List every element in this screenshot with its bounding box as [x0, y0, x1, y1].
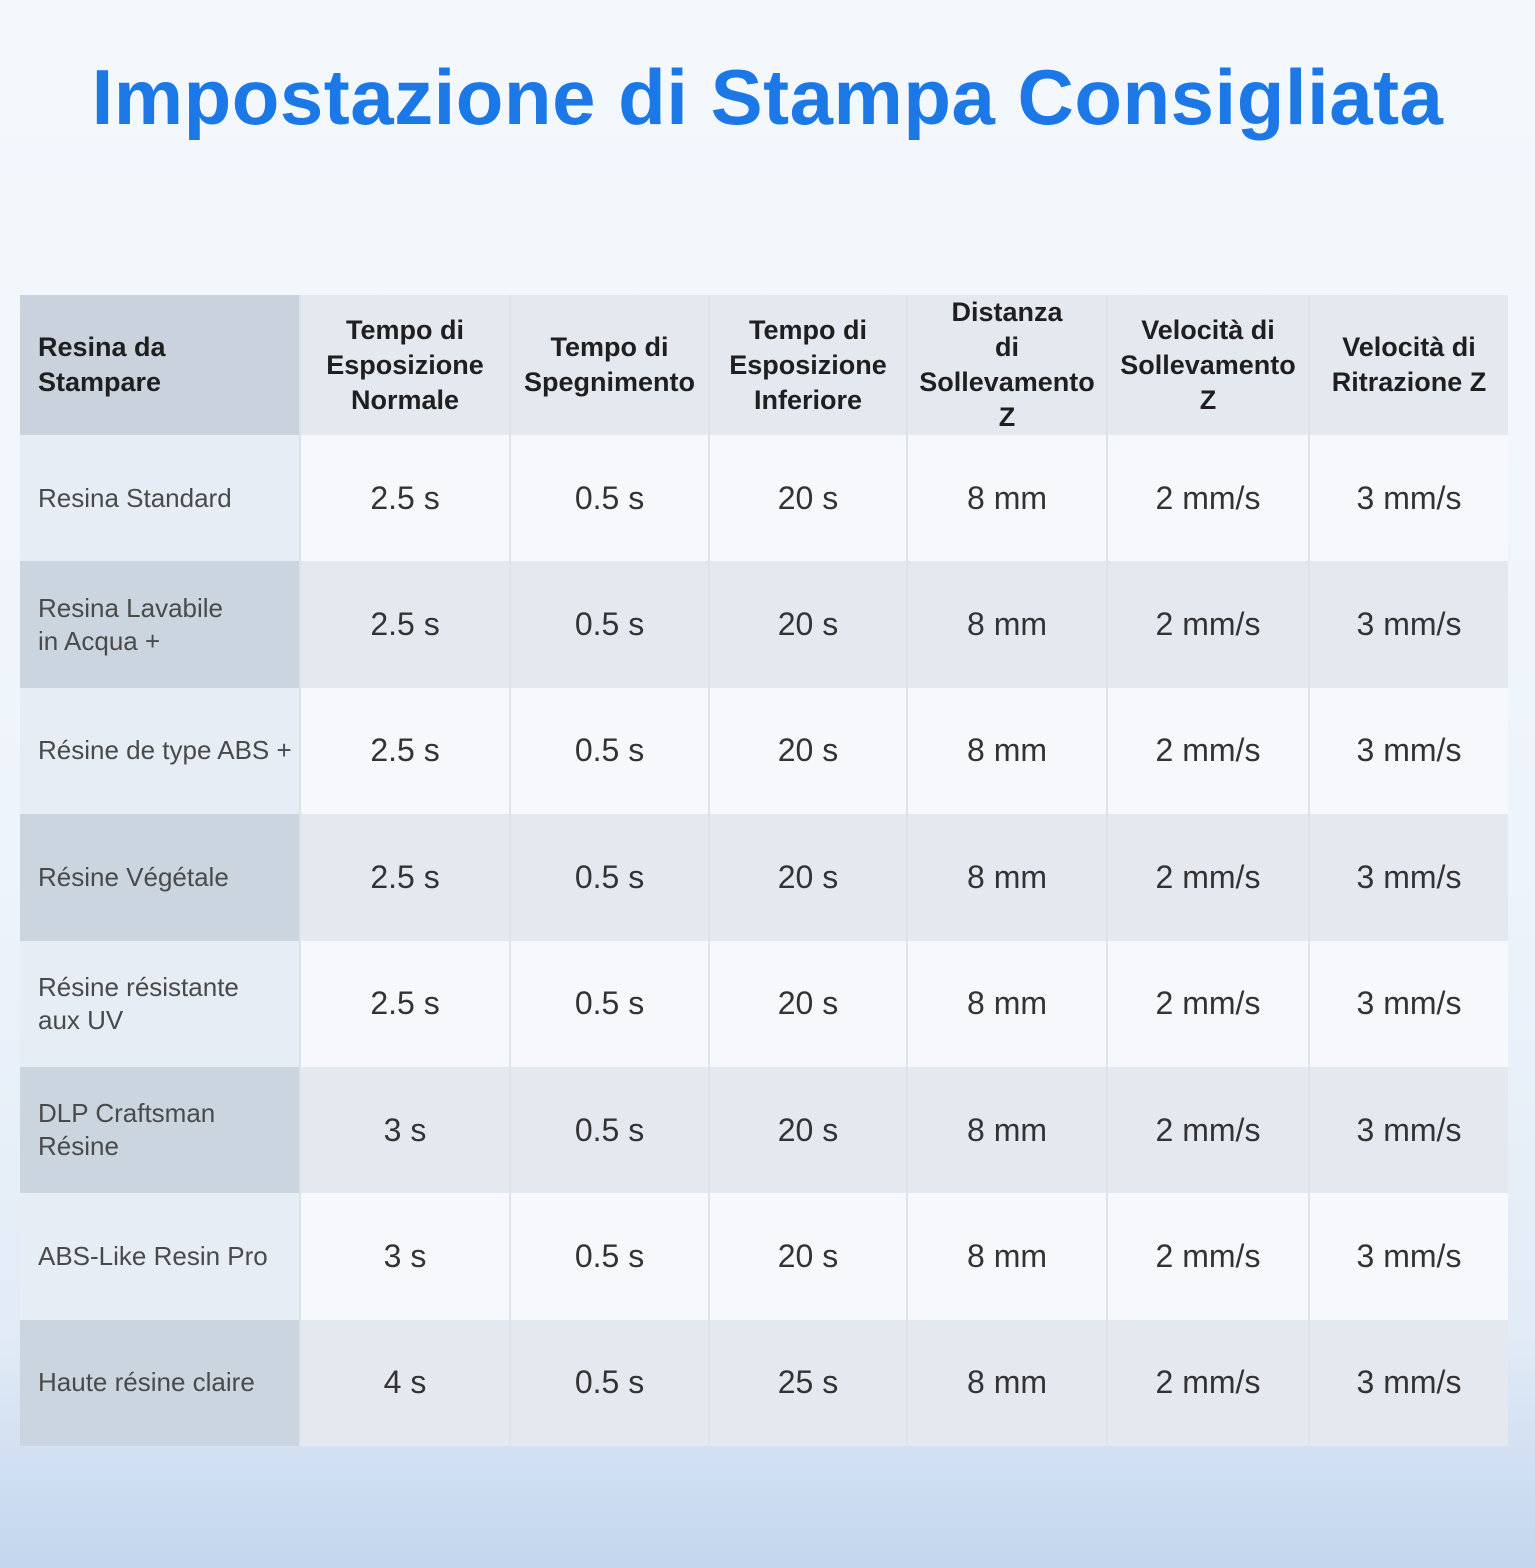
cell: 3 s [299, 1066, 510, 1194]
row-label: Resina Standard [20, 435, 300, 562]
cell: 4 s [299, 1319, 510, 1447]
header-cell: Tempo di Esposizione Normale [299, 295, 510, 435]
cell: 3 mm/s [1308, 1193, 1508, 1320]
cell: 2.5 s [299, 814, 510, 941]
cell: 20 s [708, 435, 907, 562]
cell: 2.5 s [299, 687, 510, 815]
cell: 0.5 s [509, 1066, 709, 1194]
cell: 3 mm/s [1308, 1319, 1508, 1447]
cell: 8 mm [906, 1193, 1107, 1320]
cell: 2 mm/s [1106, 435, 1309, 562]
cell: 20 s [708, 814, 907, 941]
cell: 3 mm/s [1308, 435, 1508, 562]
header-cell: Velocità di Sollevamento Z [1106, 295, 1309, 435]
row-label: Haute résine claire [20, 1319, 300, 1447]
cell: 8 mm [906, 1066, 1107, 1194]
cell: 2 mm/s [1106, 687, 1309, 815]
cell: 8 mm [906, 435, 1107, 562]
cell: 2 mm/s [1106, 1319, 1309, 1447]
header-cell: Resina da Stampare [20, 295, 300, 435]
row-label: Résine Végétale [20, 814, 300, 941]
table-row: Resina Lavabile in Acqua +2.5 s 0.5 s 20 s… [20, 561, 1508, 688]
cell: 0.5 s [509, 1193, 709, 1320]
cell: 8 mm [906, 561, 1107, 688]
header-row: Resina da Stampare Tempo di Esposizione N… [20, 295, 1508, 435]
header-cell: Tempo di Spegnimento [509, 295, 709, 435]
cell: 8 mm [906, 1319, 1107, 1447]
cell: 8 mm [906, 940, 1107, 1067]
cell: 0.5 s [509, 1319, 709, 1447]
cell: 2 mm/s [1106, 814, 1309, 941]
cell: 20 s [708, 687, 907, 815]
cell: 3 mm/s [1308, 814, 1508, 941]
row-label: Resina Lavabile in Acqua + [20, 561, 300, 688]
cell: 25 s [708, 1319, 907, 1447]
cell: 2.5 s [299, 561, 510, 688]
title: Impostazione di Stampa Consigliata [91, 53, 1444, 141]
cell: 0.5 s [509, 687, 709, 815]
settings-table: Resina da Stampare Tempo di Esposizione N… [20, 295, 1508, 1447]
cell: 2 mm/s [1106, 940, 1309, 1067]
cell: 20 s [708, 1193, 907, 1320]
row-label: Résine de type ABS + [20, 687, 300, 815]
header-cell: Distanza di Sollevamento Z [906, 295, 1107, 435]
cell: 2 mm/s [1106, 1066, 1309, 1194]
cell: 3 mm/s [1308, 687, 1508, 815]
cell: 0.5 s [509, 814, 709, 941]
header-cell: Velocità di Ritrazione Z [1308, 295, 1508, 435]
cell: 3 s [299, 1193, 510, 1320]
row-label: Résine résistante aux UV [20, 940, 300, 1067]
cell: 8 mm [906, 814, 1107, 941]
cell: 20 s [708, 561, 907, 688]
row-label: DLP Craftsman Résine [20, 1066, 300, 1194]
cell: 2.5 s [299, 940, 510, 1067]
cell: 3 mm/s [1308, 1066, 1508, 1194]
cell: 20 s [708, 1066, 907, 1194]
cell: 2.5 s [299, 435, 510, 562]
row-label: ABS-Like Resin Pro [20, 1193, 300, 1320]
cell: 0.5 s [509, 940, 709, 1067]
cell: 0.5 s [509, 561, 709, 688]
cell: 2 mm/s [1106, 1193, 1309, 1320]
header-cell: Tempo di Esposizione Inferiore [708, 295, 907, 435]
cell: 3 mm/s [1308, 561, 1508, 688]
cell: 2 mm/s [1106, 561, 1309, 688]
cell: 0.5 s [509, 435, 709, 562]
cell: 3 mm/s [1308, 940, 1508, 1067]
cell: 8 mm [906, 687, 1107, 815]
cell: 20 s [708, 940, 907, 1067]
